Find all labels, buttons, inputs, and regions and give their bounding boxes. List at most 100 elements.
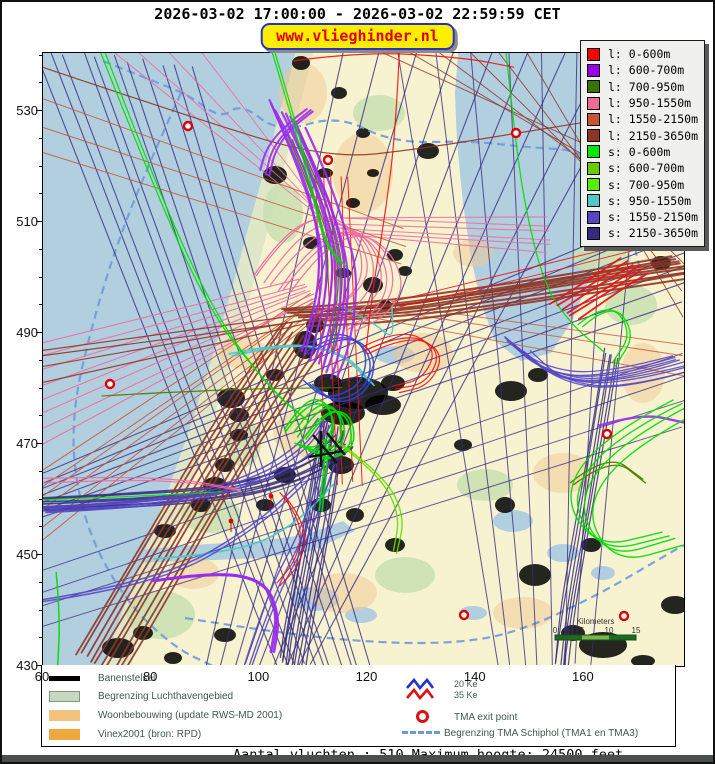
flight-track <box>305 430 345 666</box>
flight-track <box>301 430 344 666</box>
urban-area <box>495 381 527 401</box>
flight-track <box>264 109 312 176</box>
y-axis-tick <box>36 665 42 666</box>
runway-line <box>326 432 346 456</box>
urban-area-light <box>493 597 553 629</box>
flight-track <box>173 64 358 666</box>
tma-exit-point-label: TMA exit point <box>454 712 518 723</box>
flight-track <box>253 218 363 314</box>
flight-track <box>361 333 433 387</box>
legend-color-swatch <box>587 112 600 126</box>
x-axis-label: 100 <box>247 669 270 684</box>
altitude-legend-item: l: 950-1550m <box>587 95 704 111</box>
flight-track <box>114 53 317 214</box>
flight-track <box>205 53 344 666</box>
y-axis-tick <box>36 443 42 444</box>
flight-track <box>43 314 302 351</box>
tma-exit-point-icon <box>510 127 522 139</box>
urban-area <box>346 198 360 208</box>
legend-item-label: l: 700-950m <box>608 79 685 94</box>
scalebar-tick-label: 5 <box>580 626 585 635</box>
flight-track <box>43 282 684 511</box>
orange-swatch <box>49 729 80 740</box>
flight-track <box>43 290 311 401</box>
page-title: 2026-03-02 17:00:00 - 2026-03-02 22:59:5… <box>154 5 561 23</box>
legend-item-label: s: 700-950m <box>608 177 685 192</box>
altitude-legend-item: s: 2150-3650m <box>587 225 704 241</box>
flight-track <box>55 571 60 666</box>
y-axis-tick <box>36 221 42 222</box>
flight-track <box>43 479 241 492</box>
y-axis-tick <box>39 470 42 472</box>
urban-area <box>528 368 548 382</box>
legend-color-swatch <box>587 145 600 159</box>
tma-exit-point-icon <box>458 609 470 621</box>
flight-track <box>43 298 315 429</box>
flight-track <box>435 53 511 665</box>
flight-track <box>244 53 454 665</box>
flight-track <box>573 464 647 486</box>
ke-contour-icon <box>406 677 435 701</box>
y-axis-label: 530 <box>16 103 38 118</box>
flight-track <box>120 350 316 666</box>
flight-track <box>287 424 330 665</box>
y-axis-tick <box>39 415 42 417</box>
altitude-legend-item: l: 2150-3650m <box>587 127 704 143</box>
flight-track <box>340 233 547 254</box>
flight-track <box>43 400 684 606</box>
y-axis-tick <box>39 498 42 500</box>
flight-track <box>43 301 314 487</box>
north-sea <box>43 53 295 666</box>
tma-exit-point-icon <box>618 610 630 622</box>
x-axis-label: 120 <box>355 669 378 684</box>
flight-track <box>43 293 315 414</box>
urban-area <box>356 128 370 138</box>
altitude-legend-item: l: 600-700m <box>587 62 704 78</box>
flight-track <box>270 103 324 356</box>
flight-track <box>318 443 328 511</box>
symbols-legend-item: Banenstelsel <box>49 673 155 684</box>
urban-area <box>303 237 319 249</box>
lorange-swatch <box>49 710 80 721</box>
flight-track <box>305 410 355 459</box>
y-axis-tick <box>39 165 42 167</box>
flight-track <box>43 293 311 471</box>
altitude-legend-item: l: 1550-2150m <box>587 111 704 127</box>
tma-exit-point-icon <box>322 154 334 166</box>
red-dot-marker <box>268 493 274 499</box>
flight-track <box>43 278 300 344</box>
altitude-legend-item: s: 1550-2150m <box>587 209 704 225</box>
flight-track <box>561 264 634 311</box>
flight-track <box>286 53 566 666</box>
y-axis-tick <box>39 609 42 611</box>
tma-exit-point-icon <box>182 120 194 132</box>
runway-line <box>308 449 344 459</box>
flight-track <box>154 573 280 653</box>
y-axis-label: 490 <box>16 325 38 340</box>
y-axis-tick <box>36 110 42 111</box>
flight-track <box>304 126 358 378</box>
flight-track <box>43 417 319 508</box>
scalebar-tick-label: 10 <box>605 626 614 635</box>
map-frame: Kilometers 0 5 10 15 <box>42 52 685 667</box>
symbols-legend-label: Begrenzing Luchthavengebied <box>98 691 234 702</box>
flight-track <box>248 461 331 666</box>
legend-item-label: l: 600-700m <box>608 63 685 78</box>
x-axis-label: 160 <box>572 669 594 684</box>
ke-label: 20 Ke <box>454 679 478 689</box>
y-axis-label: 450 <box>16 547 38 562</box>
flight-track <box>540 53 553 666</box>
flight-track <box>577 309 628 364</box>
flight-track <box>43 476 239 490</box>
flight-track <box>367 339 441 394</box>
flight-track <box>43 419 325 510</box>
green-area <box>375 557 435 593</box>
flight-track <box>341 444 403 555</box>
y-axis-tick <box>39 54 42 56</box>
scalebar-segment <box>582 635 609 640</box>
y-axis-label: 510 <box>16 214 38 229</box>
urban-area-light <box>453 239 493 267</box>
vlieghinder-link-button[interactable]: www.vlieghinder.nl <box>260 23 455 50</box>
flight-track <box>568 268 643 317</box>
window-bottom-strip <box>2 755 713 762</box>
